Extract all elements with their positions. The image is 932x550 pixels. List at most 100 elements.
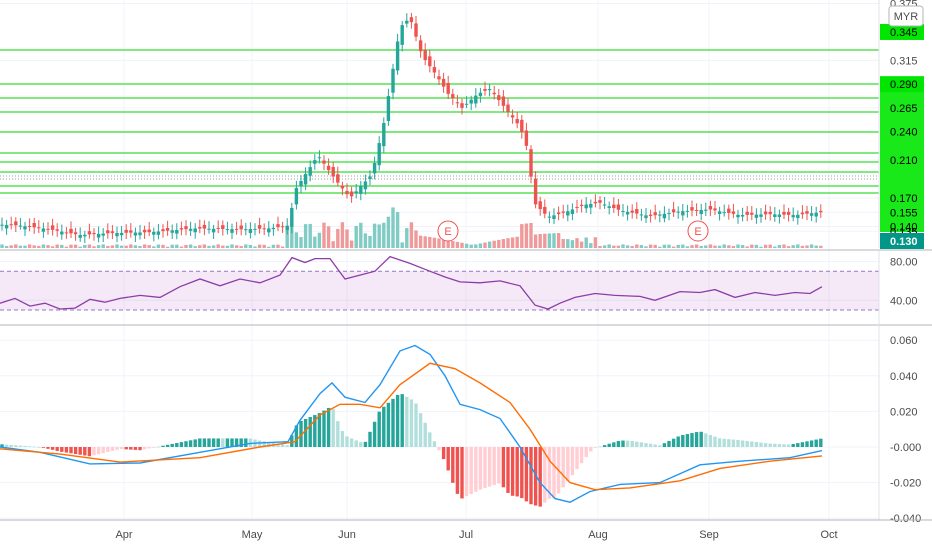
macd-histogram-bar <box>515 447 519 497</box>
macd-histogram-bar <box>699 431 703 447</box>
candle-body <box>83 234 87 237</box>
volume-bar <box>276 244 280 248</box>
volume-bar <box>501 239 506 248</box>
volume-bar <box>745 246 749 248</box>
candle-body <box>55 229 59 231</box>
macd-histogram-bar <box>428 432 432 447</box>
volume-bar <box>221 245 225 248</box>
volume-bar <box>50 246 55 248</box>
candle-body <box>345 190 349 195</box>
candle-body <box>27 225 32 227</box>
volume-bar <box>685 246 690 248</box>
volume-bar <box>267 246 271 248</box>
candle-body <box>285 225 289 231</box>
candle-body <box>598 200 602 203</box>
candle-body <box>372 163 377 174</box>
candle-body <box>782 211 786 215</box>
volume-bar <box>377 224 381 248</box>
candle-body <box>414 23 418 37</box>
volume-bar <box>538 234 542 248</box>
volume-bar <box>791 245 795 248</box>
macd-histogram-bar <box>110 447 115 451</box>
month-label: Aug <box>588 529 608 541</box>
rsi-line <box>0 255 823 310</box>
earnings-marker-circle[interactable] <box>437 220 459 242</box>
candle-body <box>294 187 299 205</box>
macd-histogram-bar <box>257 440 262 447</box>
macd-panel[interactable]: 0.060 0.040 0.020 -0.000 -0.020 -0.040 <box>0 326 921 525</box>
volume-bar <box>561 238 565 248</box>
candle-body <box>152 231 156 235</box>
macd-histogram-bar <box>579 447 584 464</box>
macd-line <box>0 344 823 503</box>
candle-body <box>805 211 809 214</box>
macd-histogram-bar <box>418 413 423 447</box>
volume-bar <box>731 246 736 248</box>
macd-histogram-bar <box>598 446 602 448</box>
volume-bar <box>717 245 722 248</box>
candle-body <box>745 211 749 215</box>
macd-histogram-bar <box>469 447 473 494</box>
last-price-tag <box>880 233 924 249</box>
price-axis[interactable]: 0.375 0.315 0.265 0.240 0.210 0.170 0.155 0.140… <box>880 0 924 249</box>
volume-bar <box>386 216 391 248</box>
volume-bar <box>69 244 73 248</box>
candle-body <box>23 226 27 230</box>
macd-histogram-bar <box>501 447 506 488</box>
macd-tick-label: 0.060 <box>890 335 918 347</box>
candle-body <box>133 232 138 236</box>
macd-histogram-bar <box>382 406 386 447</box>
macd-histogram-bar <box>340 431 345 447</box>
candle-body <box>653 212 657 216</box>
macd-histogram-bar <box>106 447 110 452</box>
volume-bar <box>786 246 791 248</box>
month-label: Apr <box>115 529 132 541</box>
candle-body <box>713 208 717 211</box>
volume-bar <box>648 244 653 248</box>
rsi-axis[interactable]: 80.00 40.00 <box>890 257 918 308</box>
volume-bar <box>313 236 317 248</box>
macd-histogram-bar <box>713 436 717 447</box>
price-panel[interactable]: EE 0.3750.3150.2650.2400.2100.1700.1550.… <box>0 0 924 249</box>
candle-body <box>796 214 800 219</box>
earnings-marker-circle[interactable] <box>687 220 709 242</box>
price-tick-label: 0.265 <box>890 103 918 115</box>
macd-histogram-bar <box>198 438 202 447</box>
candle-body <box>464 103 469 105</box>
volume-bar <box>607 244 611 248</box>
macd-histogram-bar <box>27 446 32 448</box>
macd-histogram-bar <box>671 438 676 447</box>
volume-bar <box>464 243 469 248</box>
macd-histogram-bar <box>796 443 800 447</box>
macd-histogram-bar <box>115 447 119 450</box>
time-axis[interactable]: Apr May Jun Jul Aug Sep Oct <box>115 529 837 541</box>
candle-body <box>110 231 115 234</box>
volume-bar <box>727 245 731 248</box>
rsi-panel[interactable]: 80.00 40.00 <box>0 251 918 325</box>
candle-body <box>667 213 671 215</box>
macd-histogram-bar <box>37 446 41 448</box>
macd-histogram-bar <box>566 447 570 482</box>
currency-badge[interactable]: MYR <box>888 5 924 27</box>
candle-body <box>382 122 386 147</box>
macd-histogram-bar <box>593 447 598 448</box>
volume-bar <box>658 246 662 248</box>
macd-histogram-bar <box>455 447 460 494</box>
macd-histogram-bar <box>18 445 23 447</box>
macd-histogram-bar <box>0 444 4 447</box>
candle-body <box>612 204 616 209</box>
macd-histogram-bar <box>773 443 777 447</box>
candle-body <box>699 209 703 215</box>
macd-histogram-bar <box>9 444 13 447</box>
volume-bar <box>262 244 266 248</box>
candle-body <box>405 20 409 24</box>
macd-tick-label: -0.040 <box>890 513 921 525</box>
volume-bar <box>119 245 124 248</box>
month-label: Jul <box>459 529 473 541</box>
volume-bar <box>492 240 496 248</box>
macd-axis[interactable]: 0.060 0.040 0.020 -0.000 -0.020 -0.040 <box>890 335 921 525</box>
volume-bar <box>533 234 538 248</box>
candle-body <box>4 224 9 229</box>
